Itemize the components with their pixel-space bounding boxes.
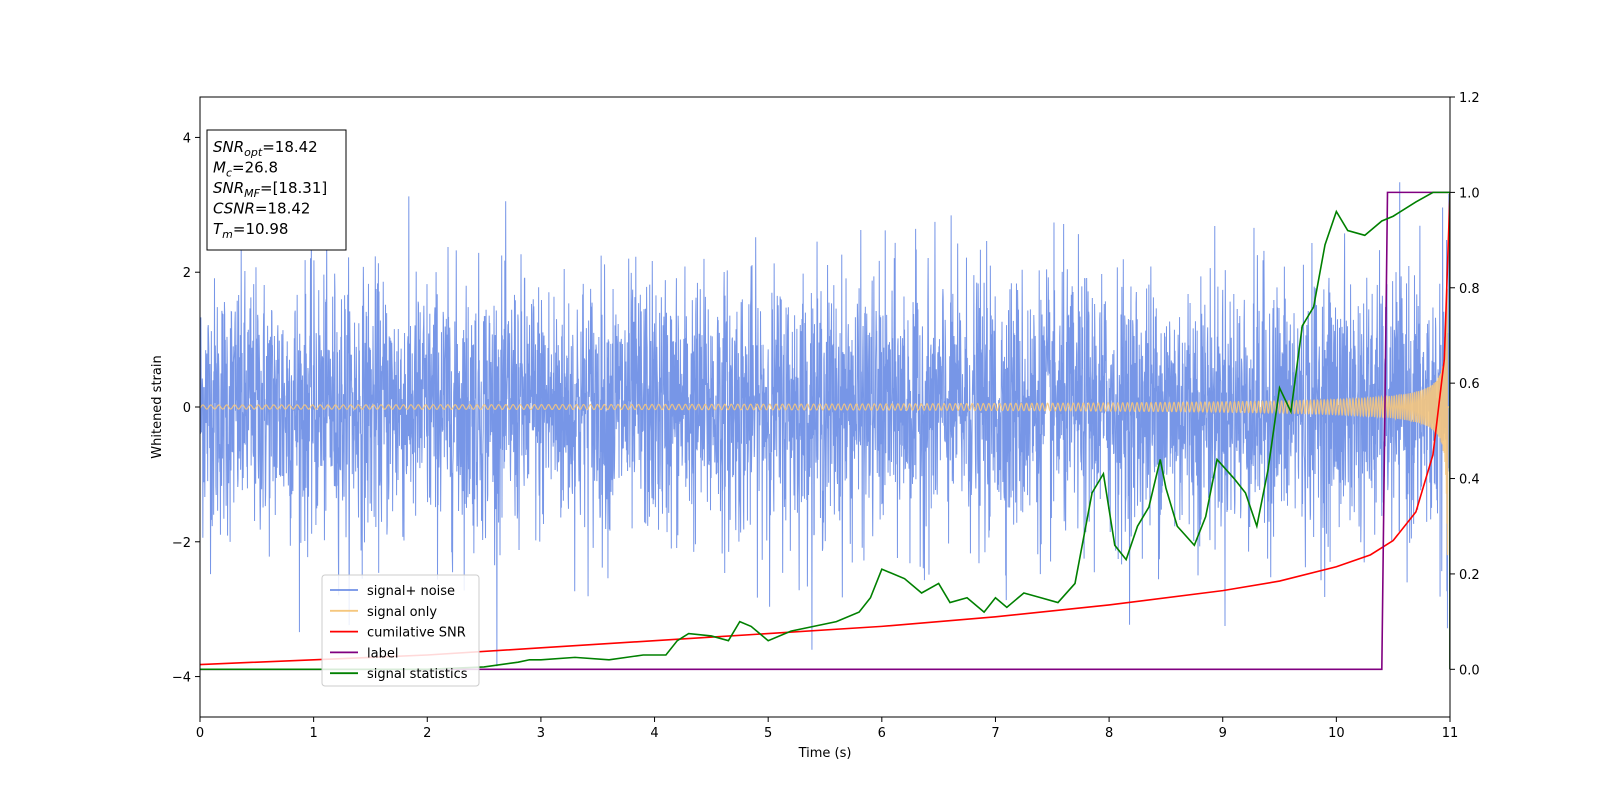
x-tick-label: 5: [764, 726, 772, 741]
x-tick-label: 10: [1328, 726, 1345, 741]
y-right-tick-label: 0.0: [1459, 663, 1480, 678]
legend-entry-label: label: [367, 646, 398, 661]
x-axis-ticks: 0 1 2 3 4 5 6 7 8 9 10 11: [196, 717, 1458, 741]
info-box: SNRopt=18.42Mc=26.8SNRMF=[18.31]CSNR=18.…: [206, 129, 347, 251]
x-tick-label: 1: [309, 726, 317, 741]
y-left-axis-ticks: −4 −2 0 2 4: [172, 131, 200, 686]
series-cumilative-snr-line: [200, 192, 1450, 666]
y-left-tick-label: −2: [172, 536, 191, 551]
x-tick-label: 3: [537, 726, 545, 741]
y-right-tick-label: 0.8: [1459, 282, 1480, 297]
x-tick-label: 7: [991, 726, 999, 741]
y-right-tick-label: 0.6: [1459, 377, 1480, 392]
legend-entry-label: cumilative SNR: [367, 626, 466, 641]
y-left-tick-label: 4: [183, 131, 191, 146]
x-tick-label: 4: [650, 726, 658, 741]
legend-frame: [321, 574, 480, 687]
x-tick-label: 0: [196, 726, 204, 741]
y-right-axis-ticks: 0.0 0.2 0.4 0.6 0.8 1.0 1.2: [1450, 91, 1480, 678]
series-label-line: [200, 191, 1450, 671]
series-signal-statistics-line: [200, 191, 1450, 671]
x-axis-label: Time (s): [798, 746, 852, 761]
info-box-line: CSNR=18.42: [213, 200, 310, 218]
x-tick-label: 6: [878, 726, 886, 741]
x-tick-label: 2: [423, 726, 431, 741]
x-tick-label: 8: [1105, 726, 1113, 741]
legend-entry-label: signal statistics: [367, 667, 468, 682]
y-left-tick-label: −4: [172, 671, 191, 686]
y-left-tick-label: 2: [183, 266, 191, 281]
y-left-tick-label: 0: [183, 401, 191, 416]
plot-area: [200, 182, 1450, 671]
series-signal-noise-line: [200, 182, 1450, 667]
y-right-tick-label: 1.2: [1459, 91, 1480, 106]
y-right-tick-label: 0.2: [1459, 568, 1480, 583]
series-signal-only-line: [200, 288, 1450, 556]
info-box-line: Mc=26.8: [213, 159, 278, 180]
info-box-line: SNRopt=18.42: [213, 138, 318, 159]
y-right-tick-label: 0.4: [1459, 473, 1480, 488]
y-axis-label-left: Whitened strain: [150, 355, 165, 458]
legend-entry-label: signal+ noise: [367, 584, 455, 599]
x-tick-label: 11: [1442, 726, 1459, 741]
y-right-tick-label: 1.0: [1459, 186, 1480, 201]
legend-entry-label: signal only: [367, 605, 437, 620]
info-box-frame: [206, 129, 347, 251]
x-tick-label: 9: [1219, 726, 1227, 741]
legend: signal+ noise signal only cumilative SNR la…: [321, 574, 480, 687]
info-box-line: SNRMF=[18.31]: [213, 179, 327, 200]
info-box-line: Tm=10.98: [213, 220, 288, 241]
